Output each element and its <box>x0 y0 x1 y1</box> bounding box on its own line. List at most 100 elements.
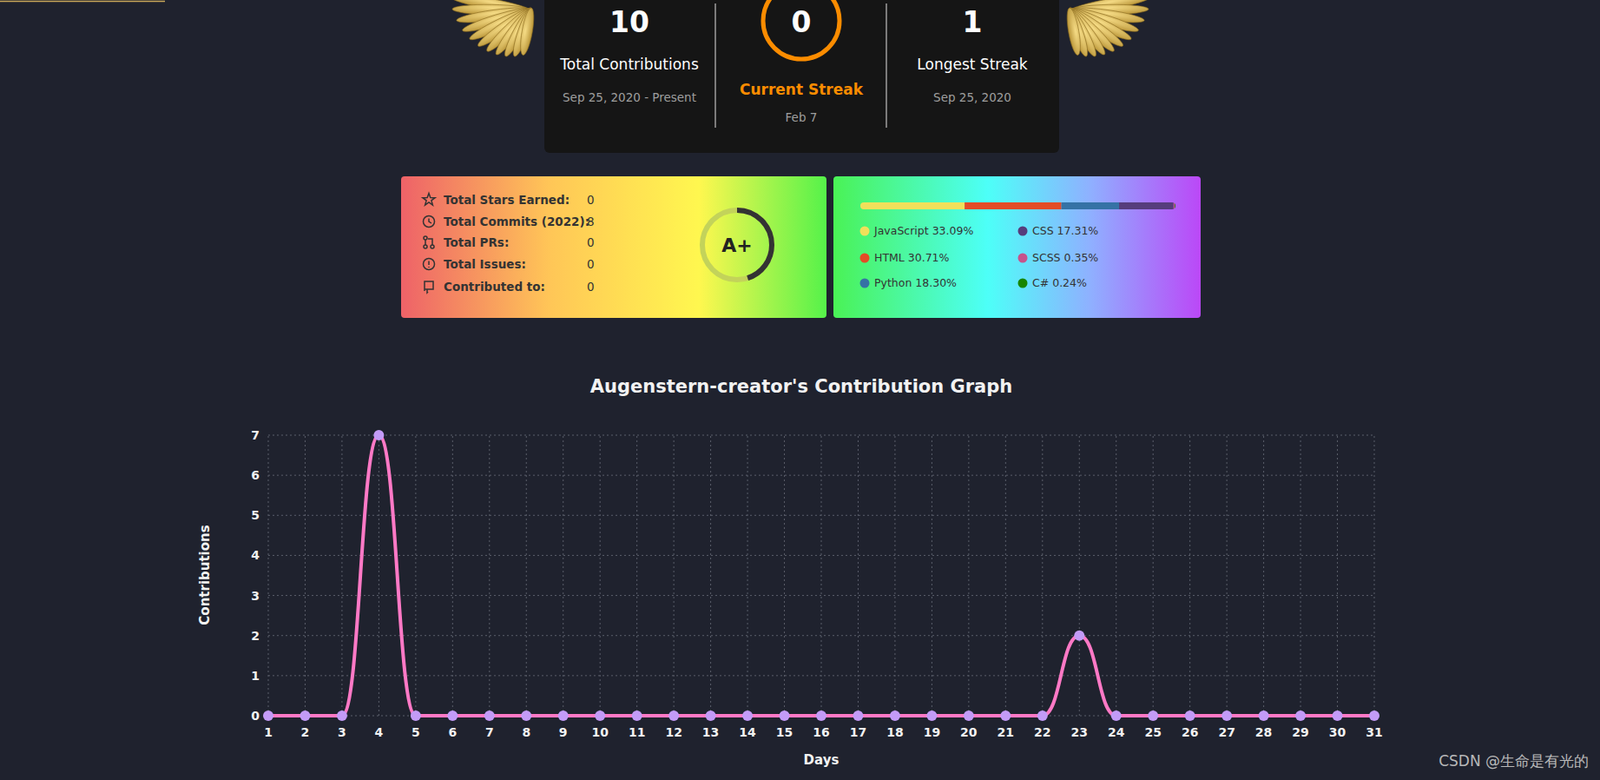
grid-line <box>414 434 416 716</box>
streak-ring <box>763 0 840 60</box>
icon <box>423 258 435 270</box>
y-tick-label: 0 <box>250 708 260 723</box>
x-tick-label: 24 <box>1107 724 1126 739</box>
x-tick-label: 20 <box>960 724 978 739</box>
grid-line <box>1152 434 1154 716</box>
language-label: Python 18.30% <box>874 276 957 290</box>
grid-line <box>1189 434 1191 716</box>
grid-line <box>967 434 969 716</box>
point <box>263 710 274 721</box>
point <box>668 710 679 721</box>
languages-card: JavaScript 33.09%HTML 30.71%Python 18.30… <box>833 176 1201 318</box>
chart-title: Augenstern-creator's Contribution Graph <box>590 375 1014 397</box>
x-tick-label: 30 <box>1329 724 1347 739</box>
point <box>889 710 901 721</box>
x-tick-label: 9 <box>559 724 568 739</box>
watermark: CSDN @生命是有光的 <box>1438 751 1589 770</box>
stats-card: Total Stars Earned:0Total Commits (2022)… <box>401 176 827 318</box>
grid-line <box>268 434 1375 436</box>
point <box>447 710 458 721</box>
point <box>1000 710 1011 721</box>
grid-line <box>268 474 1375 476</box>
x-tick-label: 17 <box>849 724 867 739</box>
rank-ring-bg <box>702 210 772 280</box>
grid-line <box>1336 434 1338 716</box>
x-tick-label: 6 <box>447 724 457 739</box>
icon-lines <box>425 238 433 245</box>
data-layer <box>263 429 1380 721</box>
x-tick-label: 2 <box>301 724 310 739</box>
language-segment <box>1173 202 1175 210</box>
chart: Augenstern-creator's Contribution Graph 1… <box>197 375 1383 768</box>
point <box>1332 710 1344 721</box>
feather <box>1064 6 1092 59</box>
stat-number: 1 <box>962 5 983 40</box>
language-dot <box>1018 253 1028 264</box>
grid-line <box>268 434 270 716</box>
grid-line <box>1263 434 1265 716</box>
card-bg <box>544 0 1060 153</box>
x-tick-label: 28 <box>1255 724 1272 739</box>
stat-number: 10 <box>609 5 650 40</box>
icon <box>422 193 435 206</box>
language-dot <box>1018 226 1028 237</box>
x-tick-label: 8 <box>521 724 531 739</box>
grid-line <box>783 434 785 716</box>
stat-row-label: Total Commits (2022): <box>443 214 590 229</box>
language-segment <box>860 202 965 210</box>
grid-line <box>304 434 306 716</box>
stat-number: 0 <box>791 5 812 40</box>
grid-line <box>1041 434 1043 716</box>
stat-row-value: 0 <box>586 235 595 250</box>
x-tick-label: 27 <box>1218 724 1235 739</box>
point <box>705 710 717 721</box>
decor-line <box>0 0 165 3</box>
icon <box>424 281 434 293</box>
x-tick-label: 16 <box>812 724 830 739</box>
grid-line <box>526 434 527 716</box>
language-label: C# 0.24% <box>1032 276 1087 290</box>
stat-row-value: 0 <box>586 256 595 271</box>
grid-line <box>268 594 1375 596</box>
point <box>1369 710 1380 721</box>
x-tick-label: 11 <box>628 724 646 739</box>
feather <box>1065 5 1100 59</box>
point <box>1258 710 1270 721</box>
point <box>336 710 348 721</box>
stat-label: Longest Streak <box>916 55 1028 73</box>
grid-line <box>562 434 564 716</box>
series-line <box>268 434 1375 716</box>
streak-card: 10Total ContributionsSep 25, 2020 - Pres… <box>544 0 1060 153</box>
language-dot <box>1018 278 1028 289</box>
point <box>373 429 384 441</box>
y-tick-label: 2 <box>250 628 260 643</box>
grid-line <box>341 434 343 716</box>
stat-row-value: 8 <box>586 214 595 229</box>
icon-hand <box>428 218 432 224</box>
icon-clock <box>423 216 435 228</box>
point <box>852 710 863 721</box>
x-tick-label: 3 <box>337 724 347 739</box>
stat-dates: Feb 7 <box>785 110 818 125</box>
point <box>299 710 310 721</box>
x-tick-label: 21 <box>997 724 1014 739</box>
axis-title: Days <box>803 751 840 768</box>
y-tick-label: 7 <box>250 427 260 442</box>
language-label: HTML 30.71% <box>874 250 950 264</box>
grid-line <box>747 434 749 716</box>
wing <box>1064 0 1153 60</box>
grid-line <box>931 434 933 716</box>
icon-mark <box>427 261 430 269</box>
grid-line <box>1374 434 1376 716</box>
stat-dates: Sep 25, 2020 <box>933 90 1012 105</box>
page: 10Total ContributionsSep 25, 2020 - Pres… <box>0 0 1600 780</box>
point <box>632 710 643 721</box>
x-tick-label: 10 <box>591 724 609 739</box>
stat-label: Current Streak <box>739 80 864 99</box>
point <box>926 710 937 721</box>
point <box>742 710 753 721</box>
language-label: CSS 17.31% <box>1032 223 1099 238</box>
point <box>594 710 606 721</box>
feather <box>1064 6 1083 56</box>
x-tick-label: 19 <box>923 724 941 739</box>
